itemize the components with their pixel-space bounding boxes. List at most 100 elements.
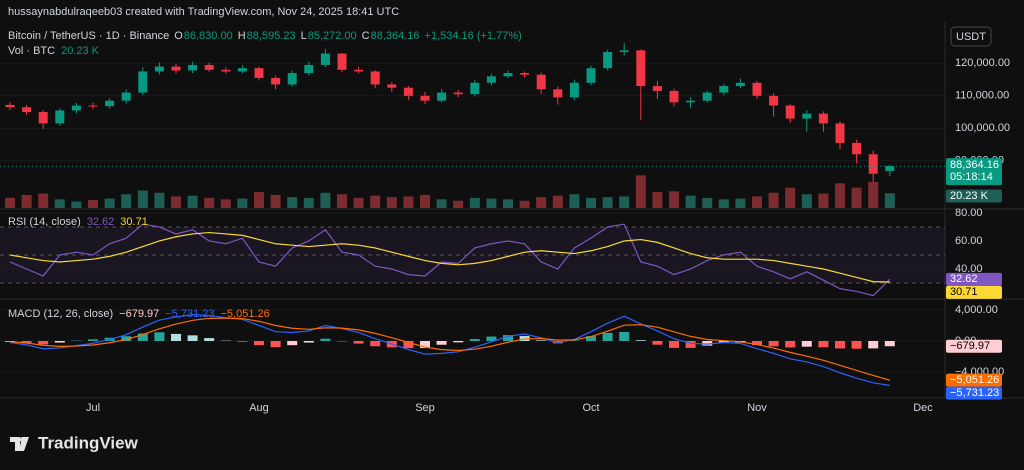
macd-last-box bbox=[946, 339, 1002, 353]
rsi-last-box bbox=[946, 285, 1002, 299]
volume-bar bbox=[237, 198, 248, 208]
macd-histogram-bar bbox=[254, 340, 264, 346]
candle-body bbox=[420, 95, 430, 101]
volume-bar bbox=[503, 199, 513, 208]
logo-mark bbox=[10, 437, 29, 451]
volume-bar bbox=[21, 194, 32, 208]
volume-bar bbox=[785, 187, 796, 208]
macd-last-box bbox=[946, 373, 1002, 387]
candle-body bbox=[171, 66, 181, 71]
volume-bar bbox=[5, 197, 15, 208]
macd-histogram-bar bbox=[602, 332, 613, 341]
volume-bar bbox=[270, 194, 281, 208]
macd-histogram-bar bbox=[54, 340, 65, 343]
rsi-last: 30.71 bbox=[950, 286, 978, 298]
legend-key: O bbox=[174, 30, 183, 42]
candle-body bbox=[453, 92, 463, 95]
volume-bar bbox=[88, 200, 98, 208]
volume-bar bbox=[453, 200, 464, 208]
volume-bar bbox=[386, 197, 397, 208]
macd-histogram-bar bbox=[204, 338, 215, 341]
x-tick-label: Dec bbox=[913, 402, 933, 414]
volume-value: 20.23 K bbox=[61, 45, 100, 57]
volume-last: 20.23 K bbox=[950, 190, 989, 202]
volume-bar bbox=[38, 193, 49, 208]
candle-body bbox=[71, 105, 81, 111]
candle-body bbox=[553, 89, 563, 98]
volume-bar bbox=[436, 199, 447, 208]
macd-histogram-bar bbox=[154, 332, 165, 341]
currency-label: USDT bbox=[956, 31, 986, 43]
volume-bar bbox=[320, 192, 331, 208]
y-tick-label: 4,000.00 bbox=[955, 304, 998, 316]
macd-histogram-bar bbox=[503, 335, 513, 341]
candle-body bbox=[22, 107, 32, 113]
candle-body bbox=[121, 92, 131, 101]
x-tick-label: Oct bbox=[582, 402, 599, 414]
macd-line bbox=[9, 317, 890, 381]
macd-value: −5,051.26 bbox=[220, 308, 269, 320]
macd-histogram-bar bbox=[287, 340, 298, 346]
candle-body bbox=[271, 77, 281, 85]
candle-body bbox=[569, 82, 579, 98]
x-tick-label: Sep bbox=[415, 402, 435, 414]
candle-body bbox=[337, 53, 347, 70]
candle-body bbox=[437, 92, 447, 101]
rsi-line bbox=[9, 231, 890, 283]
logo-dot bbox=[19, 437, 25, 442]
macd-histogram-bar bbox=[453, 340, 464, 343]
volume-bar bbox=[154, 192, 165, 208]
volume-bar bbox=[486, 198, 497, 208]
brand-logo bbox=[10, 437, 29, 451]
candle-body bbox=[304, 64, 314, 74]
macd-histogram-bar bbox=[187, 335, 198, 341]
candle-body bbox=[885, 166, 895, 172]
volume-bar bbox=[303, 197, 314, 208]
volume-bar bbox=[752, 196, 762, 208]
volume-bar bbox=[254, 192, 264, 208]
macd-histogram-bar bbox=[370, 340, 381, 347]
rsi-value: 30.71 bbox=[120, 216, 148, 228]
volume-bar bbox=[71, 201, 82, 208]
macd-histogram-bar bbox=[320, 338, 331, 341]
y-tick-label: 60.00 bbox=[955, 235, 983, 247]
volume-bar bbox=[801, 194, 812, 208]
macd-title: MACD (12, 26, close) bbox=[8, 308, 113, 320]
candle-body bbox=[719, 86, 729, 93]
macd-histogram-bar bbox=[420, 340, 430, 349]
candle-body bbox=[320, 53, 330, 65]
candle-body bbox=[652, 86, 662, 91]
candle-body bbox=[852, 142, 862, 155]
candle-body bbox=[5, 104, 15, 108]
candle-body bbox=[55, 110, 65, 124]
macd-histogram-bar bbox=[237, 340, 248, 342]
candle-body bbox=[669, 90, 679, 103]
x-tick-label: Jul bbox=[86, 402, 100, 414]
currency-button[interactable] bbox=[950, 26, 992, 47]
volume-bar bbox=[403, 196, 414, 208]
volume-bar bbox=[171, 196, 181, 208]
macd-histogram-bar bbox=[137, 333, 148, 341]
volume-bar bbox=[337, 194, 347, 208]
macd-histogram-bar bbox=[835, 340, 845, 349]
volume-bar bbox=[635, 175, 646, 208]
y-tick-label: 40.00 bbox=[955, 263, 983, 275]
candle-body bbox=[237, 68, 247, 72]
macd-last: −5,051.26 bbox=[950, 374, 999, 386]
volume-title: Vol · BTC bbox=[8, 45, 55, 57]
macd-histogram-bar bbox=[868, 340, 879, 349]
macd-histogram-bar bbox=[171, 333, 181, 341]
volume-bar bbox=[420, 194, 430, 208]
candle-body bbox=[138, 71, 148, 93]
macd-histogram-bar bbox=[718, 340, 729, 343]
macd-histogram-bar bbox=[469, 338, 480, 341]
macd-histogram-bar bbox=[702, 340, 713, 346]
macd-histogram-bar bbox=[536, 340, 547, 341]
candle-body bbox=[154, 66, 164, 72]
macd-histogram-bar bbox=[768, 340, 779, 347]
macd-histogram-bar bbox=[818, 340, 829, 348]
macd-histogram-bar bbox=[851, 340, 862, 349]
macd-line bbox=[9, 314, 890, 386]
macd-last: −679.97 bbox=[950, 340, 990, 352]
macd-histogram-bar bbox=[884, 340, 895, 347]
